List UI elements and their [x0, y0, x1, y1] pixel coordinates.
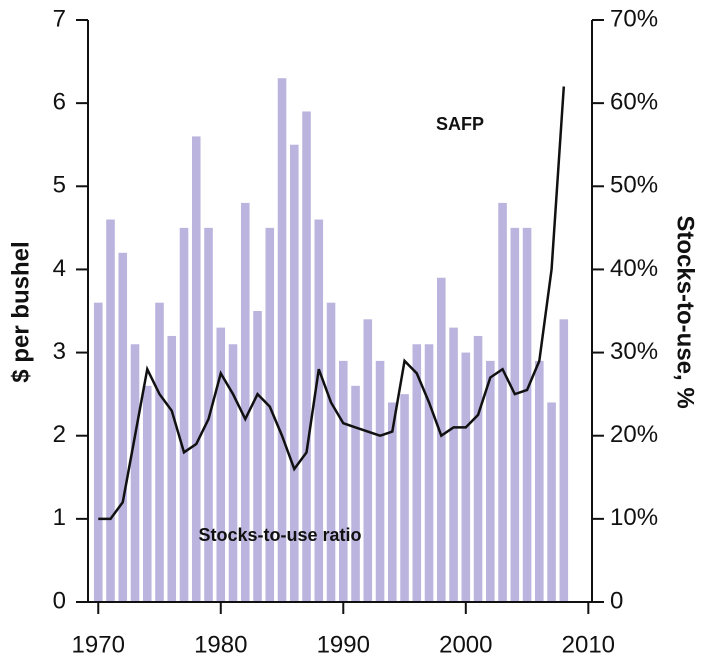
bar [314, 219, 324, 603]
bar [339, 360, 348, 602]
y2-tick-label: 10% [610, 504, 658, 531]
bar [486, 360, 495, 602]
y-tick-label: 2 [53, 421, 66, 448]
y2-axis-label: Stocks-to-use, % [672, 215, 699, 408]
bar [547, 402, 556, 602]
bar [265, 227, 275, 602]
bar [535, 360, 544, 602]
bar [437, 277, 446, 602]
bar [498, 202, 507, 602]
series-label: SAFP [436, 114, 484, 134]
y-tick-label: 1 [53, 504, 66, 531]
bar [240, 202, 250, 602]
x-tick-label: 2010 [562, 631, 615, 658]
series-label: Stocks-to-use ratio [198, 525, 361, 545]
y-tick-label: 0 [53, 587, 66, 614]
bar [277, 78, 287, 602]
bar [363, 319, 373, 602]
y2-tick-label: 40% [610, 255, 658, 282]
bar [449, 327, 458, 602]
bar [473, 335, 483, 602]
y-tick-label: 6 [53, 88, 66, 115]
bar [510, 227, 520, 602]
bar [179, 227, 189, 602]
bar [326, 302, 336, 602]
bar [93, 302, 103, 602]
y2-tick-label: 60% [610, 88, 658, 115]
y-tick-label: 4 [53, 255, 66, 282]
bar [106, 219, 115, 603]
bar [400, 394, 409, 602]
bar [130, 344, 140, 602]
bar [522, 227, 532, 602]
bar [302, 111, 311, 602]
line [98, 86, 566, 521]
bar [461, 352, 471, 602]
x-tick-label: 1970 [72, 631, 125, 658]
y2-tick-label: 20% [610, 421, 658, 448]
bar [228, 344, 238, 602]
bar [289, 144, 299, 602]
bar [155, 302, 164, 602]
x-tick-label: 1980 [194, 631, 247, 658]
y2-tick-label: 30% [610, 338, 658, 365]
y2-tick-label: 50% [610, 172, 658, 199]
bar [559, 319, 569, 602]
x-tick-label: 1990 [317, 631, 370, 658]
bar [216, 327, 226, 602]
bar [167, 335, 177, 602]
y-axis-label: $ per bushel [7, 241, 34, 382]
x-tick-label: 2000 [439, 631, 492, 658]
y-tick-label: 5 [53, 172, 66, 199]
bar [351, 385, 360, 602]
bar [412, 344, 422, 602]
bar [424, 344, 434, 602]
bar [375, 360, 385, 602]
bar [388, 402, 397, 602]
bar [142, 385, 152, 602]
bar [253, 311, 262, 602]
y-tick-label: 7 [53, 5, 66, 32]
y2-tick-label: 0 [610, 587, 623, 614]
bar [118, 252, 128, 603]
bar [191, 136, 201, 602]
y2-tick-label: 70% [610, 5, 658, 32]
y-tick-label: 3 [53, 338, 66, 365]
